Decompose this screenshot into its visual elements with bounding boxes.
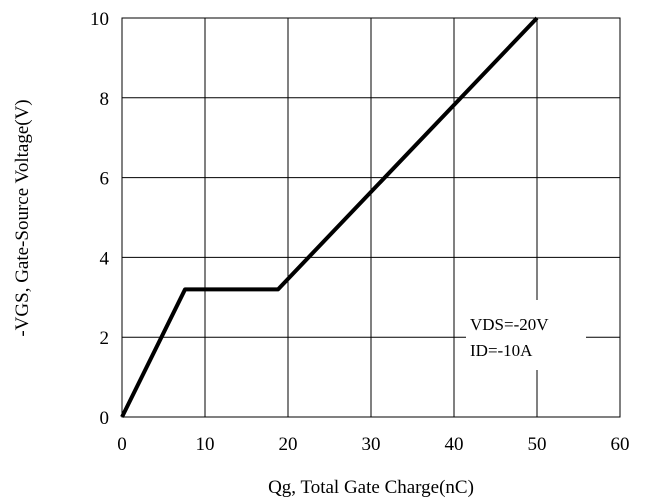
x-tick-label: 60 (611, 434, 630, 455)
x-axis-title: Qg, Total Gate Charge(nC) (268, 477, 474, 498)
annotation-vds: VDS=-20V (470, 315, 549, 334)
annotation-id: ID=-10A (470, 341, 533, 360)
tick-labels: 0 10 20 30 40 50 60 0 2 4 6 8 10 (90, 9, 630, 455)
x-tick-label: 50 (528, 434, 547, 455)
series-line (120, 16, 539, 418)
series-group (120, 16, 539, 418)
y-tick-label: 4 (100, 248, 110, 269)
grid-lines (122, 18, 620, 417)
y-axis-title: -VGS, Gate-Source Voltage(V) (12, 99, 33, 336)
x-tick-label: 40 (445, 434, 464, 455)
x-tick-label: 10 (196, 434, 215, 455)
plot-area-frame (121, 17, 621, 418)
y-tick-label: 6 (100, 169, 110, 190)
y-tick-label: 8 (100, 89, 110, 110)
y-tick-label: 0 (100, 408, 110, 429)
annotation-box (466, 300, 586, 370)
x-tick-label: 0 (117, 434, 127, 455)
x-tick-label: 20 (279, 434, 298, 455)
x-tick-label: 30 (362, 434, 381, 455)
y-tick-label: 10 (90, 9, 109, 30)
y-tick-label: 2 (100, 328, 110, 349)
